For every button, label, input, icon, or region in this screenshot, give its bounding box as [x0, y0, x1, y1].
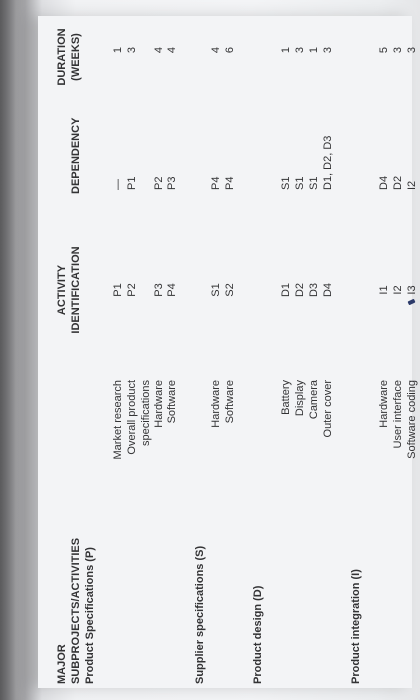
- activity-label: Display: [294, 380, 306, 417]
- activity-label: Hardware: [378, 380, 390, 428]
- header-col1-line1: MAJOR: [56, 644, 68, 684]
- section-heading: Product integration (I): [350, 569, 362, 684]
- activity-label: Hardware: [153, 380, 165, 428]
- activity-duration: 3: [294, 46, 306, 54]
- activity-dependency: P4: [210, 176, 222, 190]
- activity-duration: 4: [153, 46, 165, 54]
- activity-dependency: S1: [294, 176, 306, 190]
- activity-label: Battery: [280, 380, 292, 415]
- activity-duration: 3: [322, 46, 334, 54]
- activity-label: Hardware: [210, 380, 222, 428]
- section-heading: Product Specifications (P): [84, 547, 96, 684]
- activity-id: P1: [112, 283, 124, 297]
- section-heading: Product design (D): [252, 585, 264, 684]
- activity-dependency: S1: [308, 176, 320, 190]
- activity-id: D2: [294, 282, 306, 298]
- activity-duration: 1: [112, 46, 124, 54]
- activity-dependency: I2: [406, 180, 418, 190]
- header-col4-line1: DURATION: [56, 28, 68, 86]
- activity-duration: 6: [224, 46, 236, 54]
- activity-label: Outer cover: [322, 380, 334, 438]
- activity-id: S1: [210, 283, 222, 297]
- activity-label: Software: [224, 380, 236, 424]
- header-col3: DEPENDENCY: [70, 117, 82, 194]
- activity-id: P3: [153, 283, 165, 297]
- activity-dependency: —: [112, 179, 124, 190]
- page-fold-shadow: [0, 0, 16, 700]
- header-col2-line1: ACTIVITY: [56, 264, 68, 316]
- activity-id: D1: [280, 282, 292, 298]
- activity-label: Overall product: [126, 380, 138, 455]
- activity-label: Software coding: [406, 380, 418, 459]
- paper-sheet: [38, 16, 412, 688]
- activity-dependency: P2: [153, 176, 165, 190]
- header-col4-line2: (WEEKS): [70, 33, 82, 81]
- rotated-table: MAJOR SUBPROJECTS/ACTIVITIES ACTIVITY ID…: [42, 0, 418, 690]
- activity-id: D4: [322, 282, 334, 298]
- activity-duration: 3: [126, 46, 138, 54]
- activity-label: Camera: [308, 380, 320, 420]
- activity-duration: 4: [210, 46, 222, 54]
- header-col1-line2: SUBPROJECTS/ACTIVITIES: [70, 537, 82, 684]
- activity-dependency: D2: [392, 175, 404, 190]
- activity-duration: 3: [392, 46, 404, 54]
- activity-dependency: S1: [280, 176, 292, 190]
- section-heading: Supplier specifications (S): [194, 545, 206, 684]
- activity-dependency: D4: [378, 175, 390, 190]
- activity-id: I2: [392, 285, 404, 295]
- activity-label: Software: [166, 380, 178, 424]
- header-col2-line2: IDENTIFICATION: [70, 246, 82, 334]
- activity-dependency: P4: [224, 176, 236, 190]
- activity-dependency: D1, D2, D3: [322, 135, 334, 190]
- activity-id: S2: [224, 283, 236, 297]
- activity-label: User interface: [392, 380, 404, 449]
- activity-duration: 4: [166, 46, 178, 54]
- activity-dependency: P3: [166, 176, 178, 190]
- activity-id: P4: [166, 283, 178, 297]
- activity-label: specifications: [140, 380, 152, 447]
- activity-id: P2: [126, 283, 138, 297]
- activity-label: Market research: [112, 380, 124, 460]
- activity-duration: 1: [308, 46, 320, 54]
- activity-id: I1: [378, 285, 390, 295]
- activity-id: I3: [406, 285, 418, 295]
- activity-duration: 3: [406, 46, 418, 54]
- activity-duration: 5: [378, 46, 390, 54]
- activity-id: D3: [308, 282, 320, 298]
- activity-duration: 1: [280, 46, 292, 54]
- activity-dependency: P1: [126, 176, 138, 190]
